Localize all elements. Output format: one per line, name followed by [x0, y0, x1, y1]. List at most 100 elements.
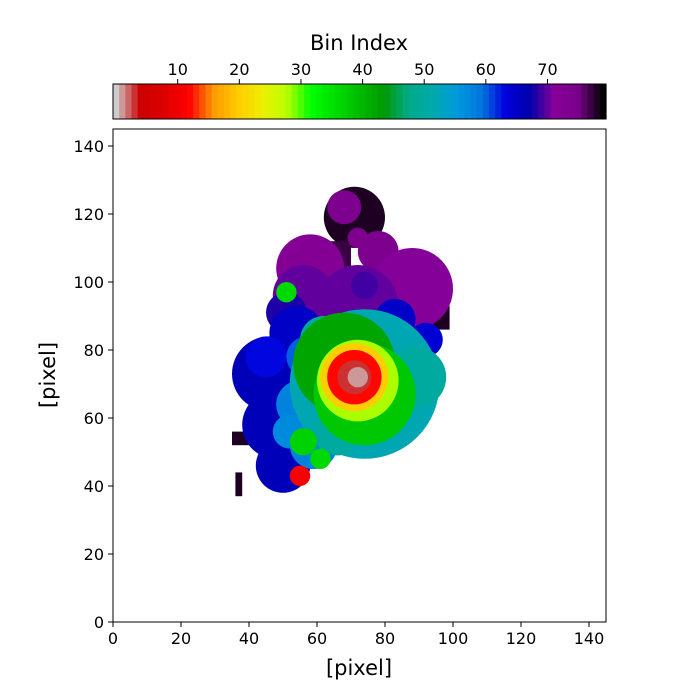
- colorbar-cell: [149, 84, 157, 119]
- y-tick-label: 120: [73, 205, 104, 224]
- colorbar-cell: [223, 84, 231, 119]
- voronoi-bin-map: [232, 186, 454, 497]
- colorbar-cell: [267, 84, 274, 119]
- bin-region: [347, 367, 368, 388]
- colorbar-cell: [501, 84, 508, 119]
- y-axis-label: [pixel]: [36, 342, 60, 408]
- bin-region: [351, 271, 379, 299]
- bin-region: [327, 190, 362, 225]
- colorbar-cell: [310, 84, 317, 119]
- colorbar-tick-label: 50: [414, 60, 434, 79]
- colorbar-cell: [414, 84, 422, 119]
- colorbar-cell: [513, 84, 521, 119]
- colorbar-cell: [119, 84, 126, 119]
- colorbar-tick-label: 60: [476, 60, 496, 79]
- colorbar-cell: [482, 84, 490, 119]
- plot-frame: [112, 128, 607, 623]
- bin-region: [245, 336, 287, 378]
- y-tick-label: 80: [84, 341, 104, 360]
- colorbar-cell: [408, 84, 416, 119]
- colorbar-gradient: [113, 84, 607, 119]
- x-tick-label: 120: [506, 629, 537, 648]
- y-tick-label: 140: [73, 137, 104, 156]
- colorbar-cell: [334, 84, 342, 119]
- colorbar-cell: [532, 84, 539, 119]
- colorbar-cell: [291, 84, 299, 119]
- colorbar-cell: [575, 84, 582, 119]
- colorbar-ticks: 10 20 30 40 50 60 70: [168, 60, 558, 84]
- colorbar-cell: [433, 84, 441, 119]
- colorbar-cell: [217, 84, 225, 119]
- colorbar-cell: [525, 84, 533, 119]
- colorbar-cell: [445, 84, 453, 119]
- x-axis-ticks: 0 20 40 60 80 100 120 140: [108, 622, 604, 648]
- colorbar-cell: [254, 84, 262, 119]
- colorbar-tick-label: 10: [168, 60, 188, 79]
- y-axis-ticks: 0 20 40 60 80 100 120 140: [73, 137, 113, 632]
- colorbar-cell: [193, 84, 200, 119]
- colorbar-cell: [316, 84, 324, 119]
- colorbar-cell: [113, 84, 120, 119]
- colorbar-cell: [421, 84, 428, 119]
- colorbar-cell: [304, 84, 311, 119]
- bin-region: [289, 465, 311, 486]
- colorbar-cell: [273, 84, 280, 119]
- colorbar-cell: [396, 84, 404, 119]
- colorbar-cell: [174, 84, 182, 119]
- colorbar-cell: [562, 84, 570, 119]
- bin-region: [235, 472, 243, 497]
- colorbar-cell: [495, 84, 502, 119]
- y-tick-label: 40: [84, 477, 104, 496]
- colorbar-cell: [569, 84, 576, 119]
- x-tick-label: 20: [171, 629, 191, 648]
- colorbar-cell: [593, 84, 601, 119]
- colorbar-cell: [156, 84, 163, 119]
- colorbar-cell: [402, 84, 410, 119]
- colorbar-cell: [359, 84, 367, 119]
- colorbar-cell: [211, 84, 219, 119]
- colorbar-cell: [371, 84, 379, 119]
- colorbar-frame: [112, 83, 607, 120]
- colorbar-cell: [297, 84, 305, 119]
- colorbar-cell: [168, 84, 176, 119]
- colorbar-cell: [519, 84, 527, 119]
- colorbar-cell: [581, 84, 589, 119]
- colorbar-cell: [353, 84, 361, 119]
- colorbar-cell: [476, 84, 484, 119]
- colorbar-cell: [279, 84, 287, 119]
- colorbar-cell: [285, 84, 293, 119]
- colorbar-cell: [322, 84, 330, 119]
- colorbar-cell: [470, 84, 478, 119]
- y-tick-label: 0: [94, 613, 104, 632]
- bin-region: [310, 448, 331, 469]
- colorbar-cell: [464, 84, 472, 119]
- colorbar-cell: [199, 84, 207, 119]
- colorbar-cell: [384, 84, 391, 119]
- x-tick-label: 100: [438, 629, 469, 648]
- bin-region: [289, 428, 317, 456]
- colorbar-cell: [186, 84, 194, 119]
- colorbar-cell: [377, 84, 385, 119]
- x-tick-label: 140: [574, 629, 605, 648]
- y-tick-label: 20: [84, 545, 104, 564]
- x-tick-label: 40: [239, 629, 259, 648]
- colorbar-cell: [365, 84, 373, 119]
- colorbar-cell: [125, 84, 133, 119]
- colorbar-cell: [180, 84, 188, 119]
- colorbar-cell: [143, 84, 151, 119]
- colorbar-cell: [599, 84, 607, 119]
- colorbar-cell: [341, 84, 348, 119]
- colorbar-tick-label: 20: [229, 60, 249, 79]
- colorbar-cell: [544, 84, 552, 119]
- colorbar-cell: [427, 84, 435, 119]
- colorbar-cell: [347, 84, 354, 119]
- x-tick-label: 60: [307, 629, 327, 648]
- x-axis-label: [pixel]: [326, 656, 392, 680]
- colorbar-cell: [131, 84, 139, 119]
- colorbar-cell: [439, 84, 447, 119]
- colorbar-cell: [556, 84, 564, 119]
- colorbar-tick-label: 30: [291, 60, 311, 79]
- colorbar-cell: [248, 84, 256, 119]
- colorbar-cell: [137, 84, 145, 119]
